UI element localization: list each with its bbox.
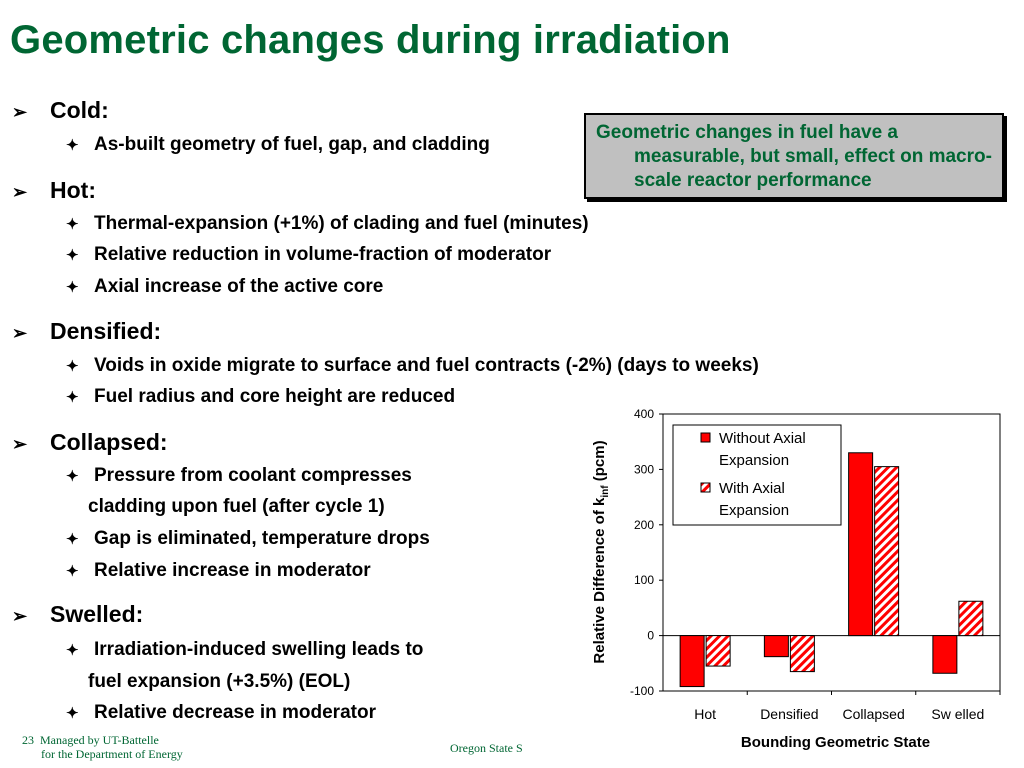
star-bullet-icon: ✦ [66,531,79,548]
list-item: ✦ Voids in oxide migrate to surface and f… [66,355,759,376]
y-tick-label: -100 [630,684,654,698]
list-item: ✦ Irradiation-induced swelling leads to [66,639,424,660]
star-bullet-icon: ✦ [66,389,79,406]
list-item: ✦ Gap is eliminated, temperature drops [66,528,430,549]
footer-center-text: Oregon State S [450,741,523,755]
y-tick-label: 100 [634,573,654,587]
list-item: ✦ Fuel radius and core height are reduced [66,386,456,407]
bar [763,635,789,658]
star-bullet-icon: ✦ [66,705,79,722]
star-bullet-icon: ✦ [66,358,79,375]
section-collapsed: ➢ Collapsed: [12,429,168,456]
list-item-continuation: fuel expansion (+3.5%) (EOL) [88,671,351,692]
legend-label: Expansion [719,452,789,469]
y-axis-title: Relative Difference of kinf (pcm) [591,440,611,663]
page-number: 23 [22,733,34,747]
x-tick-label: Densified [760,706,818,722]
star-bullet-icon: ✦ [66,279,79,296]
section-heading: Densified: [50,318,162,344]
list-item: ✦ Pressure from coolant compresses [66,465,412,486]
x-tick-label: Hot [694,706,716,722]
footer-credit: 23 Managed by UT-Battelle for the Depart… [22,733,183,761]
list-item: ✦ Relative decrease in moderator [66,702,376,723]
x-axis-title: Bounding Geometric State [741,734,930,751]
star-bullet-icon: ✦ [66,468,79,485]
section-cold: ➢ Cold: [12,97,109,124]
section-heading: Collapsed: [50,429,168,455]
section-heading: Hot: [50,177,96,203]
arrow-bullet-icon: ➢ [12,434,28,454]
legend-label: With Axial [719,480,785,497]
star-bullet-icon: ✦ [66,247,79,264]
legend-swatch [700,432,711,443]
list-item: ✦ Thermal-expansion (+1%) of clading and … [66,213,589,234]
slide-title: Geometric changes during irradiation [10,18,731,62]
star-bullet-icon: ✦ [66,216,79,233]
star-bullet-icon: ✦ [66,642,79,659]
bar [874,466,900,637]
y-tick-label: 200 [634,518,654,532]
arrow-bullet-icon: ➢ [12,102,28,122]
arrow-bullet-icon: ➢ [12,323,28,343]
y-tick-label: 300 [634,462,654,476]
x-tick-label: Collapsed [842,706,904,722]
section-densified: ➢ Densified: [12,318,161,345]
y-tick-label: 0 [647,629,654,643]
legend-label: Expansion [719,502,789,519]
bar [958,600,984,637]
star-bullet-icon: ✦ [66,137,79,154]
section-heading: Cold: [50,97,109,123]
callout-text: Geometric changes in fuel have a measura… [596,122,992,191]
list-item-continuation: cladding upon fuel (after cycle 1) [88,496,385,517]
list-item: ✦ As-built geometry of fuel, gap, and cla… [66,134,490,155]
bar [789,635,815,673]
arrow-bullet-icon: ➢ [12,606,28,626]
x-tick-label: Sw elled [931,706,984,722]
list-item: ✦ Relative increase in moderator [66,560,371,581]
bar-chart: 400 300 200 100 0 -100 Hot Densified Collapsed Sw… [591,407,1001,751]
bar [932,635,958,674]
legend-label: Without Axial [719,430,806,447]
list-item: ✦ Axial increase of the active core [66,276,384,297]
managed-by-text: Managed by UT-Battelle [40,733,159,747]
arrow-bullet-icon: ➢ [12,182,28,202]
bar [679,635,705,688]
callout-box: Geometric changes in fuel have a measura… [584,113,1004,199]
bar [848,452,874,637]
bar [705,635,731,667]
star-bullet-icon: ✦ [66,563,79,580]
department-text: for the Department of Energy [41,747,183,761]
y-tick-label: 400 [634,407,654,421]
list-item: ✦ Relative reduction in volume-fraction o… [66,244,552,265]
section-heading: Swelled: [50,601,144,627]
legend-swatch [700,482,711,493]
section-swelled: ➢ Swelled: [12,601,143,628]
section-hot: ➢ Hot: [12,177,96,204]
